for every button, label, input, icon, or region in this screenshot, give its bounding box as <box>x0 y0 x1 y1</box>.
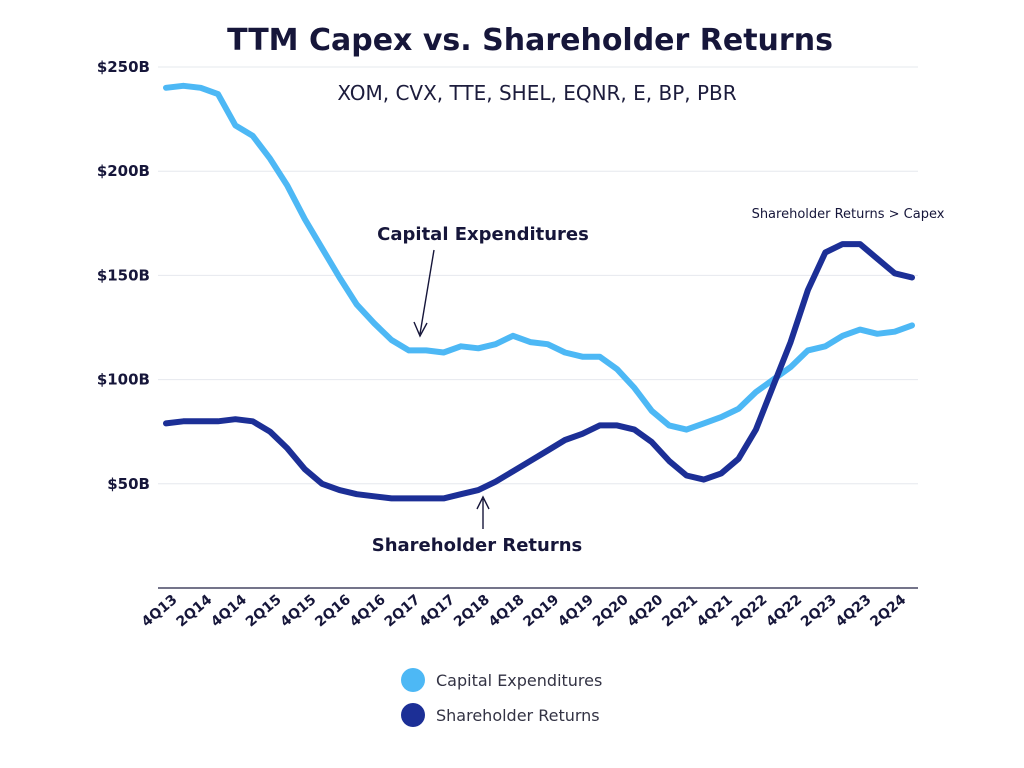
chart-title: TTM Capex vs. Shareholder Returns <box>227 23 833 58</box>
x-tick-label: 4Q15 <box>278 592 320 631</box>
x-tick-label: 4Q21 <box>694 592 736 631</box>
x-tick-label: 4Q13 <box>139 592 181 631</box>
y-tick-label: $200B <box>97 162 150 180</box>
returns-arrowhead <box>476 495 490 510</box>
x-axis-ticks: 4Q132Q144Q142Q154Q152Q164Q162Q174Q172Q18… <box>139 592 910 631</box>
x-tick-label: 4Q16 <box>347 592 389 631</box>
capex-arrowhead <box>413 321 428 338</box>
series-line-capex <box>163 82 915 433</box>
capex-annotation-arrow <box>419 249 435 335</box>
x-tick-label: 4Q14 <box>208 592 250 631</box>
x-tick-label: 2Q24 <box>867 592 909 631</box>
x-tick-label: 4Q19 <box>555 592 597 631</box>
y-axis-ticks: $50B $100B $150B $200B $250B <box>97 58 150 493</box>
x-tick-label: 2Q19 <box>520 592 562 631</box>
x-tick-label: 2Q15 <box>243 592 285 631</box>
legend-label-capex: Capital Expenditures <box>436 671 602 690</box>
legend-swatch-returns <box>401 703 425 727</box>
y-tick-label: $150B <box>97 266 150 284</box>
x-tick-label: 2Q20 <box>590 592 632 631</box>
returns-annotation: Shareholder Returns <box>372 535 583 556</box>
capex-annotation: Capital Expenditures <box>377 224 589 245</box>
note-annotation: Shareholder Returns > Capex <box>752 207 945 222</box>
x-tick-label: 4Q23 <box>833 592 875 631</box>
y-tick-label: $50B <box>107 475 150 493</box>
x-tick-label: 2Q14 <box>173 592 215 631</box>
series-lines <box>163 82 915 502</box>
y-tick-label: $100B <box>97 371 150 389</box>
legend: Capital Expenditures Shareholder Returns <box>401 668 602 727</box>
x-tick-label: 4Q20 <box>625 592 667 631</box>
x-tick-label: 4Q18 <box>486 592 528 631</box>
x-tick-label: 4Q17 <box>416 592 458 631</box>
x-tick-label: 4Q22 <box>763 592 805 631</box>
x-tick-label: 2Q23 <box>798 592 840 631</box>
x-tick-label: 2Q22 <box>729 592 771 631</box>
x-tick-label: 2Q16 <box>312 592 354 631</box>
x-tick-label: 2Q18 <box>451 592 493 631</box>
legend-swatch-capex <box>401 668 425 692</box>
x-tick-label: 2Q21 <box>659 592 701 631</box>
y-tick-label: $250B <box>97 58 150 76</box>
chart-subtitle: XOM, CVX, TTE, SHEL, EQNR, E, BP, PBR <box>337 81 736 105</box>
legend-label-returns: Shareholder Returns <box>436 706 600 725</box>
series-line-returns <box>163 241 915 502</box>
grid-lines <box>158 66 918 485</box>
x-tick-label: 2Q17 <box>382 592 424 631</box>
